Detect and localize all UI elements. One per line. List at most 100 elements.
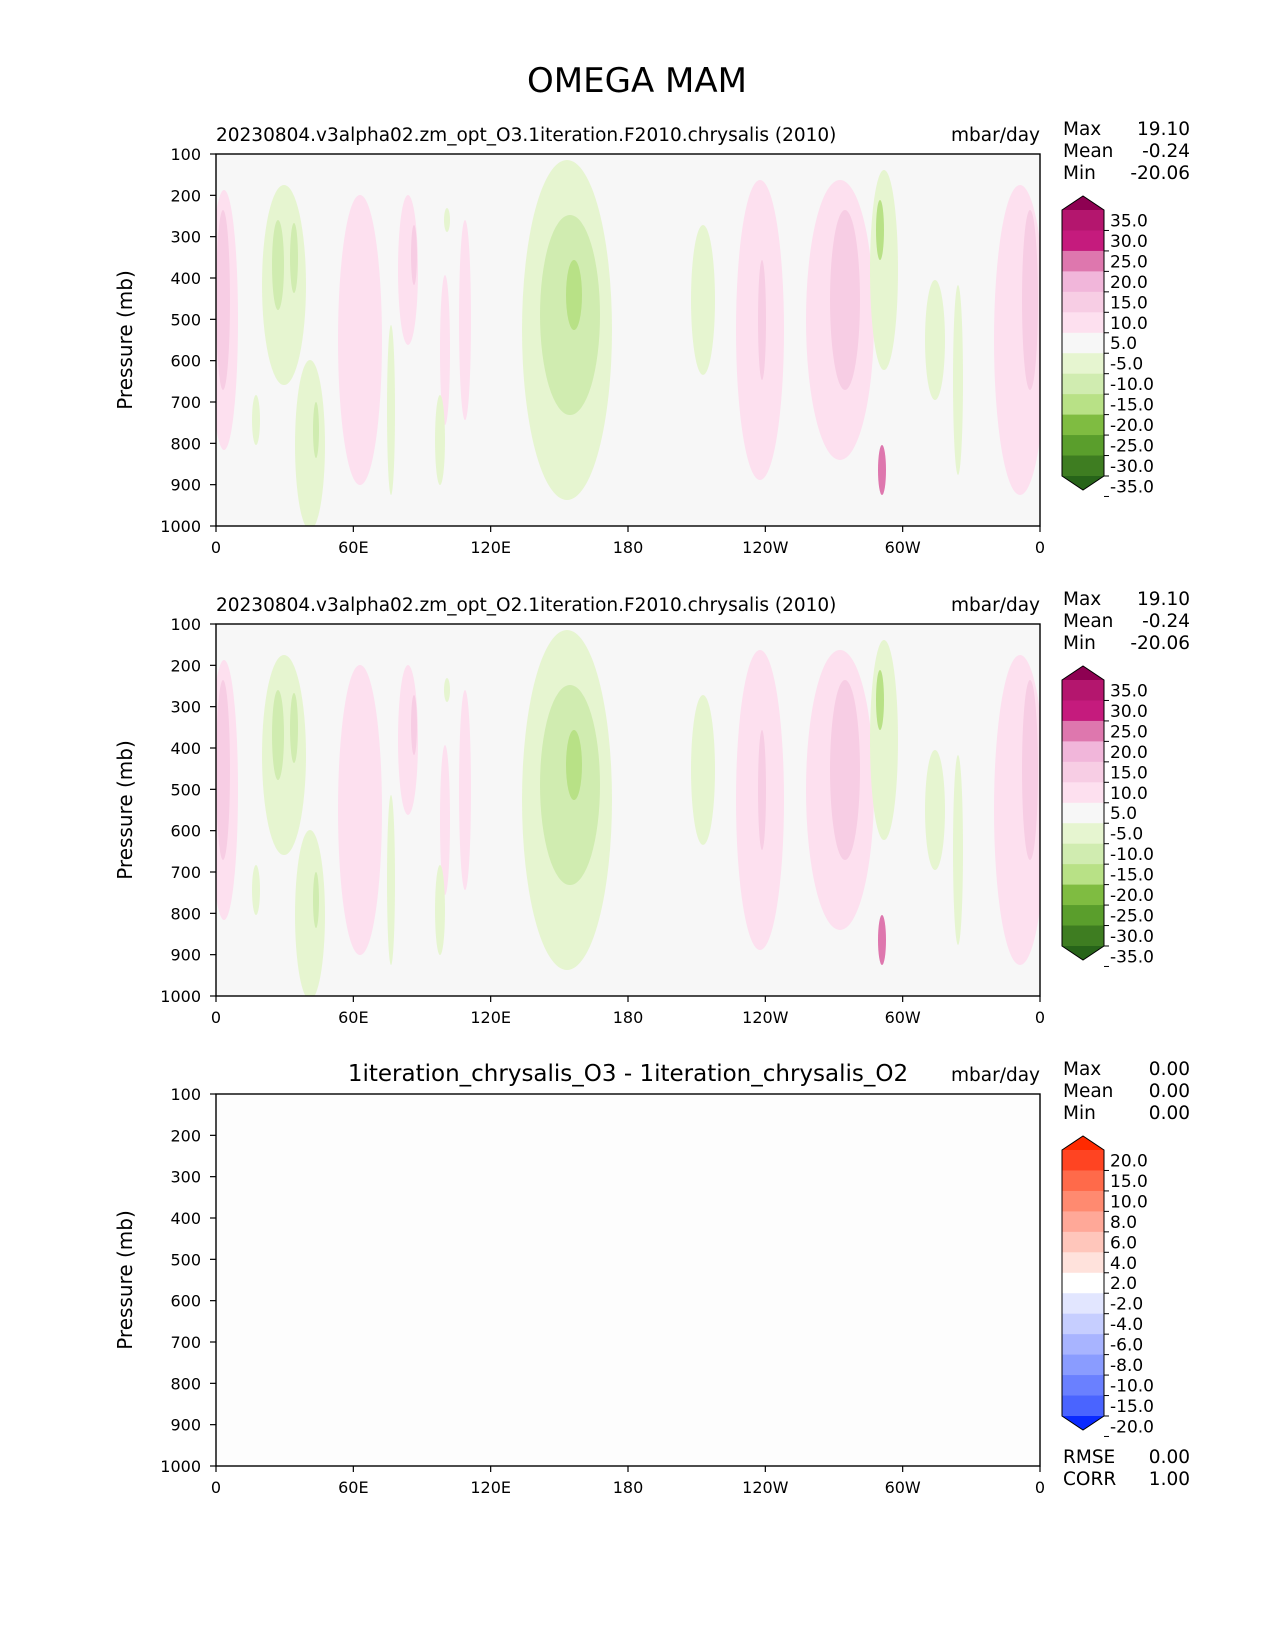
colorbar-tick-label: 30.0 [1110,702,1148,722]
y-tick-label: 800 [170,904,201,923]
panel-3-units: mbar/day [951,1065,1040,1086]
contour-region [925,750,945,870]
contour-region [440,745,450,895]
contour-region [411,225,417,285]
panel-3: 1iteration_chrysalis_O3 - 1iteration_chr… [113,1059,1190,1497]
colorbar-segment [1062,394,1104,416]
colorbar-segment [1062,884,1104,906]
contour-region [870,170,898,370]
x-tick-label: 180 [613,538,644,557]
colorbar-tick-label: -10.0 [1110,1377,1154,1397]
y-tick-label: 800 [170,1374,201,1393]
colorbar-segment [1062,353,1104,375]
colorbar-segment [1062,680,1104,701]
colorbar-tick-label: -5.0 [1110,825,1143,845]
contour-region [566,260,582,330]
x-tick-label: 0 [211,1478,221,1497]
contour-region [387,795,395,965]
y-tick-label: 1000 [160,987,201,1006]
colorbar-tick-label: 35.0 [1110,681,1148,701]
panel-1-y-axis: 100 200 300 400 500 600 700 800 900 1000 [160,145,216,536]
panel-1-units: mbar/day [951,125,1040,146]
y-tick-label: 200 [170,656,201,675]
colorbar-tick-label: -10.0 [1110,845,1154,865]
colorbar-segment [1062,823,1104,845]
panel-2-contours [216,630,1040,996]
colorbar-tick-label: 4.0 [1110,1254,1137,1274]
colorbar-tick-label: -15.0 [1110,1397,1154,1417]
panel-3-plot-area [216,1094,1040,1466]
x-tick-label: 120E [470,1478,511,1497]
x-tick-label: 0 [211,538,221,557]
panel-1-max-value: 19.10 [1137,119,1190,140]
y-tick-label: 700 [170,393,201,412]
contour-region [953,285,963,475]
y-tick-label: 600 [170,822,201,841]
panel-3-max-value: 0.00 [1149,1059,1190,1080]
contour-region [758,730,766,850]
x-tick-label: 60W [885,1008,921,1027]
colorbar-segment [1062,455,1104,477]
panel-3-mean-value: 0.00 [1149,1081,1190,1102]
contour-region [435,395,445,485]
colorbar-tick-label: -25.0 [1110,907,1154,927]
contour-region [338,195,382,485]
contour-region [830,680,860,860]
colorbar-tick-label: -35.0 [1110,477,1154,497]
y-tick-label: 300 [170,1168,201,1187]
panel-1-min-label: Min [1063,163,1096,184]
panel-3-mean-label: Mean [1063,1081,1113,1102]
panel-3-ylabel: Pressure (mb) [113,1210,137,1350]
colorbar-tick-label: -8.0 [1110,1356,1143,1376]
colorbar-tick-label: -20.0 [1110,886,1154,906]
colorbar-tick-label: -20.0 [1110,416,1154,436]
panel-1-min-value: -20.06 [1130,163,1190,184]
colorbar-segment [1062,802,1104,824]
colorbar-segment [1062,1293,1104,1315]
colorbar-tick-label: -15.0 [1110,866,1154,886]
panel-1-mean-value: -0.24 [1142,141,1190,162]
panel-1-max-label: Max [1063,119,1101,140]
panel-2-title: 20230804.v3alpha02.zm_opt_O2.1iteration.… [216,595,836,616]
x-tick-label: 180 [613,1008,644,1027]
colorbar-tick-label: 15.0 [1110,1172,1148,1192]
panel-3-min-value: 0.00 [1149,1103,1190,1124]
contour-region [566,730,582,800]
x-tick-label: 60E [338,538,368,557]
y-tick-label: 900 [170,946,201,965]
contour-region [295,830,325,996]
contour-region [925,280,945,400]
contour-region [252,395,260,445]
panel-3-rmse-value: 0.00 [1149,1447,1190,1468]
contour-region [953,755,963,945]
colorbar-tick-label: 35.0 [1110,211,1148,231]
colorbar-segment [1062,1190,1104,1212]
panel-2-min-value: -20.06 [1130,633,1190,654]
x-tick-label: 60E [338,1008,368,1027]
panel-1-colorbar: 35.030.025.020.015.010.05.0-5.0-10.0-15.… [1061,195,1154,497]
x-tick-label: 120W [742,538,789,557]
colorbar-segment [1062,373,1104,395]
colorbar-segment [1062,1313,1104,1335]
y-tick-label: 700 [170,1333,201,1352]
colorbar-segment [1062,741,1104,763]
x-tick-label: 60E [338,1478,368,1497]
panel-3-rmse-label: RMSE [1063,1447,1115,1468]
colorbar-tick-label: 5.0 [1110,804,1137,824]
colorbar-extend-top [1062,1136,1104,1150]
contour-region [758,260,766,380]
y-tick-label: 700 [170,863,201,882]
y-tick-label: 200 [170,1126,201,1145]
colorbar-tick-label: -15.0 [1110,396,1154,416]
colorbar-segment [1062,1170,1104,1192]
colorbar-segment [1062,271,1104,293]
y-tick-label: 100 [170,1085,201,1104]
colorbar-segment [1062,291,1104,313]
contour-region [459,690,471,890]
y-tick-label: 900 [170,476,201,495]
panel-3-y-axis: 100 200 300 400 500 600 700 800 900 1000 [160,1085,216,1476]
contour-region [216,210,230,390]
x-tick-label: 120W [742,1008,789,1027]
y-tick-label: 300 [170,698,201,717]
